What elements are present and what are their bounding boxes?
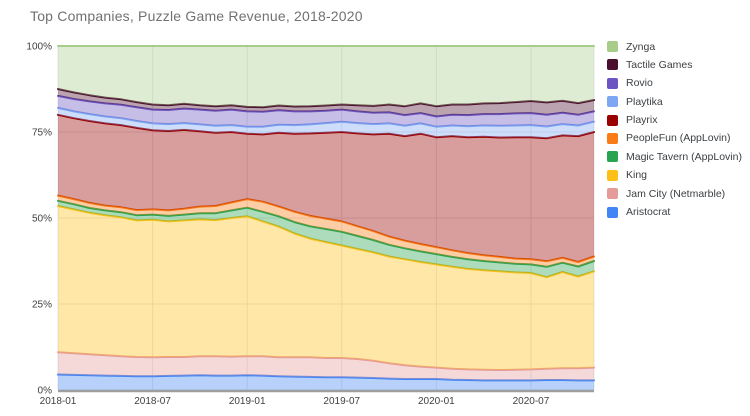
y-axis-tick-label: 75%: [32, 128, 52, 139]
line-series-peoplefun-applovin: [57, 194, 595, 263]
area-series-zynga[interactable]: [58, 46, 594, 108]
legend-swatch-icon: [607, 114, 618, 126]
area-series-playtika[interactable]: [58, 107, 594, 139]
x-axis-tick-label: 2018-07: [134, 396, 171, 407]
x-axis-tick-label: 2018-01: [40, 396, 77, 407]
legend-item-playtika[interactable]: Playtika: [607, 95, 742, 108]
legend-label: Aristocrat: [626, 206, 671, 219]
area-series-king[interactable]: [58, 206, 594, 370]
y-axis-tick-label: 100%: [26, 42, 52, 53]
legend-swatch-icon: [607, 41, 618, 52]
legend-swatch-icon: [607, 188, 618, 200]
area-series-aristocrat[interactable]: [58, 374, 594, 391]
legend-item-peoplefun-applovin[interactable]: PeopleFun (AppLovin): [607, 132, 742, 145]
area-series-peoplefun-applovin[interactable]: [58, 195, 594, 267]
x-axis-tick-label: 2020-01: [418, 396, 455, 407]
legend-swatch-icon: [607, 132, 618, 144]
line-series-rovio: [57, 94, 595, 118]
line-series-tactile-games: [57, 88, 595, 109]
y-axis-tick-label: 50%: [32, 214, 52, 225]
legend-item-playrix[interactable]: Playrix: [607, 114, 742, 127]
legend-label: Tactile Games: [626, 58, 693, 71]
line-series-magic-tavern-applovin: [57, 199, 595, 268]
legend-swatch-icon: [607, 96, 618, 108]
legend-label: Playtika: [626, 95, 663, 108]
legend-label: Rovio: [626, 77, 653, 90]
legend-swatch-icon: [607, 151, 618, 163]
chart-title: Top Companies, Puzzle Game Revenue, 2018…: [30, 8, 363, 24]
x-axis-tick-label: 2019-01: [229, 396, 266, 407]
legend-label: King: [626, 169, 648, 182]
legend-item-magic-tavern-applovin[interactable]: Magic Tavern (AppLovin): [607, 150, 742, 163]
legend-item-zynga[interactable]: Zynga: [607, 40, 742, 53]
legend-swatch-icon: [607, 169, 618, 181]
x-axis-tick-label: 2020-07: [513, 396, 550, 407]
legend-item-rovio[interactable]: Rovio: [607, 77, 742, 90]
line-series-jam-city-netmarble: [57, 351, 595, 371]
y-axis-tick-label: 25%: [32, 300, 52, 311]
chart-legend: Zynga Tactile Games Rovio Playtika Playrix Pe…: [607, 41, 742, 225]
legend-swatch-icon: [607, 206, 618, 218]
line-series-playrix: [57, 113, 595, 140]
legend-label: PeopleFun (AppLovin): [626, 132, 731, 145]
legend-swatch-icon: [607, 59, 618, 71]
legend-label: Jam City (Netmarble): [626, 187, 726, 200]
legend-label: Magic Tavern (AppLovin): [626, 150, 742, 163]
area-series-tactile-games[interactable]: [58, 89, 594, 117]
legend-label: Zynga: [626, 40, 656, 53]
legend-swatch-icon: [607, 77, 618, 89]
legend-item-tactile-games[interactable]: Tactile Games: [607, 58, 742, 71]
legend-item-jam-city-netmarble[interactable]: Jam City (Netmarble): [607, 187, 742, 200]
legend-item-king[interactable]: King: [607, 169, 742, 182]
line-series-king: [57, 205, 595, 279]
area-series-playrix[interactable]: [58, 114, 594, 262]
y-axis-tick-label: 0%: [38, 386, 53, 397]
line-series-playtika: [57, 106, 595, 128]
legend-label: Playrix: [626, 114, 658, 127]
x-axis-tick-label: 2019-07: [323, 396, 360, 407]
legend-item-aristocrat[interactable]: Aristocrat: [607, 206, 742, 219]
area-series-jam-city-netmarble[interactable]: [58, 352, 594, 381]
line-series-aristocrat: [57, 373, 595, 382]
